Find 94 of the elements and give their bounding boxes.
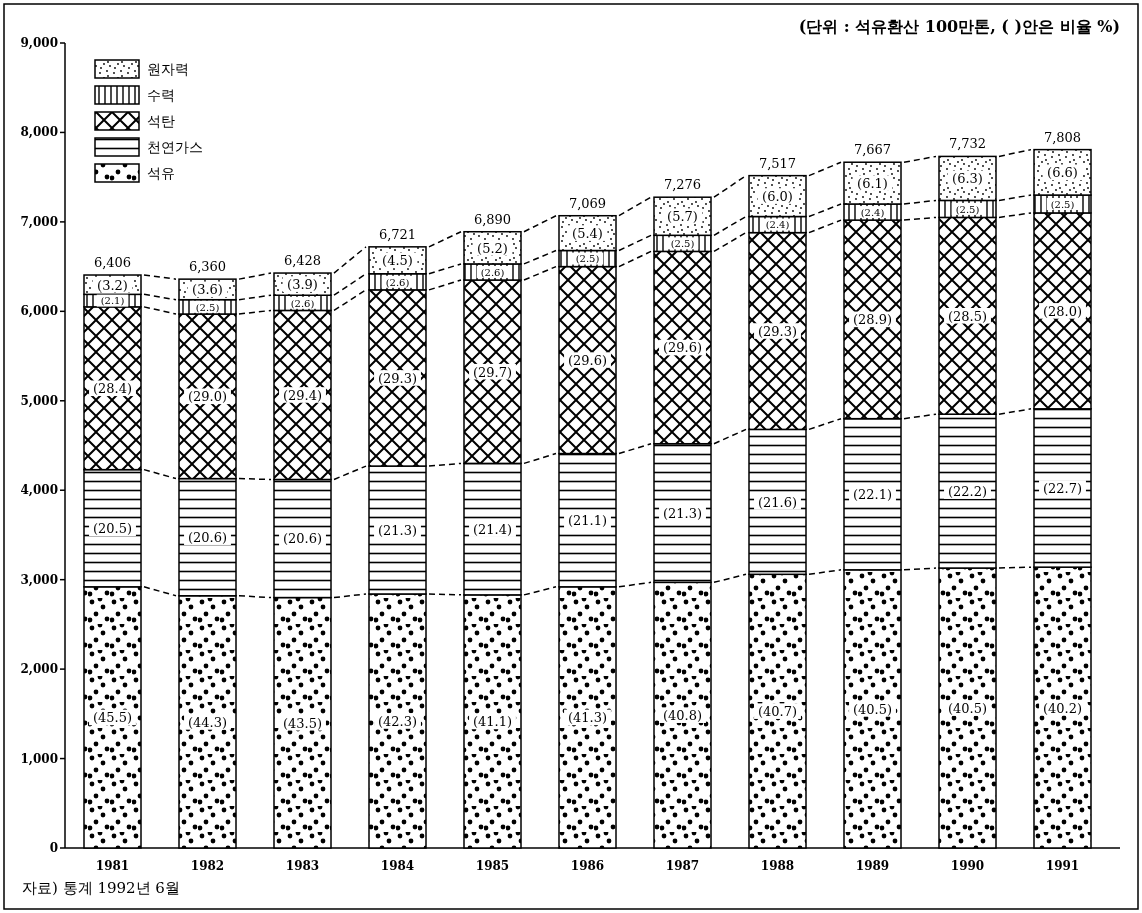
annotation: (22.7) (1042, 480, 1083, 496)
y-tick-label: 1,000 (20, 751, 58, 766)
annotation: (29.0) (187, 389, 228, 405)
annotation: (42.3) (377, 713, 418, 729)
annotation: (29.6) (662, 340, 703, 356)
chart-subtitle: (단위 : 석유환산 100만톤, ( )안은 비율 %) (798, 17, 1120, 36)
annotation: (40.5) (947, 700, 988, 716)
annotation: (41.1) (472, 714, 513, 730)
total-label: 6,721 (378, 226, 417, 242)
x-tick-label: 1981 (95, 859, 130, 873)
total-label: 6,890 (473, 211, 512, 227)
annotation: (44.3) (187, 714, 228, 730)
annotation: (6.1) (857, 176, 888, 192)
y-tick-label: 9,000 (20, 36, 58, 50)
annotation: (40.8) (662, 708, 703, 724)
x-tick-label: 1991 (1045, 859, 1080, 873)
total-label: 6,406 (93, 255, 132, 271)
y-tick-label: 2,000 (20, 662, 58, 677)
total-label: 7,276 (663, 177, 702, 193)
annotation: (40.7) (757, 704, 798, 720)
legend-label: 원자력 (147, 61, 189, 77)
y-tick-label: 5,000 (20, 393, 58, 408)
annotation: (3.6) (192, 282, 223, 298)
annotation: (45.5) (92, 710, 133, 726)
annotation: (29.4) (282, 387, 323, 403)
total-label: 6,428 (283, 253, 322, 269)
annotation: (2.5) (575, 253, 600, 265)
annotation: (20.6) (187, 530, 228, 546)
annotation: (6.0) (762, 189, 793, 205)
annotation: (20.6) (282, 531, 323, 547)
annotation: (6.3) (952, 171, 983, 187)
y-tick-label: 7,000 (20, 214, 58, 229)
annotation: (28.0) (1042, 303, 1083, 319)
annotation: (40.5) (852, 701, 893, 717)
annotation: (2.5) (195, 301, 220, 313)
y-tick-label: 0 (49, 841, 58, 855)
annotation: (22.1) (852, 487, 893, 503)
annotation: (29.6) (567, 353, 608, 369)
annotation: (28.9) (852, 312, 893, 328)
total-label: 7,517 (758, 155, 797, 171)
annotation: (2.6) (290, 297, 315, 309)
annotation: (2.6) (385, 276, 410, 288)
y-tick-label: 3,000 (20, 572, 58, 587)
annotation: (3.9) (287, 277, 318, 293)
annotation: (3.2) (97, 277, 128, 293)
annotation: (28.5) (947, 308, 988, 324)
x-tick-label: 1988 (760, 859, 795, 873)
annotation: (5.4) (572, 226, 603, 242)
annotation: (2.4) (765, 219, 790, 231)
annotation: (2.5) (955, 203, 980, 215)
total-label: 6,360 (188, 259, 227, 275)
annotation: (22.2) (947, 484, 988, 500)
x-tick-label: 1987 (665, 859, 700, 873)
y-tick-label: 4,000 (20, 483, 58, 498)
annotation: (5.2) (477, 240, 508, 256)
annotation: (21.3) (662, 505, 703, 521)
x-tick-label: 1989 (855, 859, 890, 873)
legend-label: 석유 (147, 165, 175, 181)
annotation: (40.2) (1042, 700, 1083, 716)
total-label: 7,732 (948, 136, 987, 152)
x-tick-label: 1985 (475, 859, 510, 873)
annotation: (21.3) (377, 522, 418, 538)
annotation: (29.7) (472, 364, 513, 380)
x-tick-label: 1983 (285, 859, 320, 873)
annotation: (28.4) (92, 381, 133, 397)
annotation: (4.5) (382, 253, 413, 269)
x-tick-label: 1982 (190, 859, 225, 873)
annotation: (2.5) (670, 238, 695, 250)
total-label: 7,667 (853, 142, 892, 158)
text: 자료) 통계 1992년 6월 (22, 879, 180, 897)
annotation: (2.5) (1050, 198, 1075, 210)
annotation: (20.5) (92, 521, 133, 537)
x-tick-label: 1986 (570, 859, 605, 873)
annotation: (2.4) (860, 206, 885, 218)
annotation: (5.7) (667, 209, 698, 225)
x-tick-label: 1990 (950, 859, 985, 873)
annotation: (43.5) (282, 715, 323, 731)
annotation: (29.3) (377, 370, 418, 386)
annotation: (2.6) (480, 266, 505, 278)
total-label: 7,808 (1043, 129, 1082, 145)
legend-label: 석탄 (147, 113, 175, 129)
y-tick-label: 6,000 (20, 304, 58, 319)
annotation: (21.1) (567, 513, 608, 529)
total-label: 7,069 (568, 195, 607, 211)
annotation: (21.6) (757, 494, 798, 510)
legend-label: 천연가스 (147, 139, 203, 155)
annotation: (41.3) (567, 710, 608, 726)
legend-label: 수력 (147, 87, 175, 103)
annotation: (6.6) (1047, 165, 1078, 181)
x-tick-label: 1984 (380, 859, 415, 873)
annotation: (2.1) (100, 295, 125, 307)
annotation: (29.3) (757, 323, 798, 339)
annotation: (21.4) (472, 522, 513, 538)
y-tick-label: 8,000 (20, 125, 58, 140)
